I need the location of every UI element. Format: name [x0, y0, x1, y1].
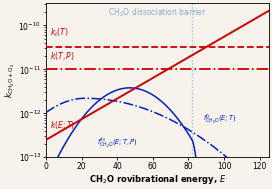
Text: $f^0_{\rm CH_2O}(E;T)$: $f^0_{\rm CH_2O}(E;T)$	[203, 112, 236, 127]
Text: $k(E;T)$: $k(E;T)$	[50, 119, 75, 131]
X-axis label: CH$_2$O rovibrational energy, $E$: CH$_2$O rovibrational energy, $E$	[88, 173, 226, 186]
Y-axis label: $k_{\rm CH_2O+O_2}$: $k_{\rm CH_2O+O_2}$	[4, 63, 17, 98]
Text: $k_t(T)$: $k_t(T)$	[50, 27, 68, 40]
Text: $f^{\lambda_0}_{\rm CH_2O}(E;T,P)$: $f^{\lambda_0}_{\rm CH_2O}(E;T,P)$	[97, 135, 138, 149]
Text: $k(T,P)$: $k(T,P)$	[50, 50, 75, 62]
Text: CH$_2$O dissociation barrier: CH$_2$O dissociation barrier	[108, 7, 207, 19]
